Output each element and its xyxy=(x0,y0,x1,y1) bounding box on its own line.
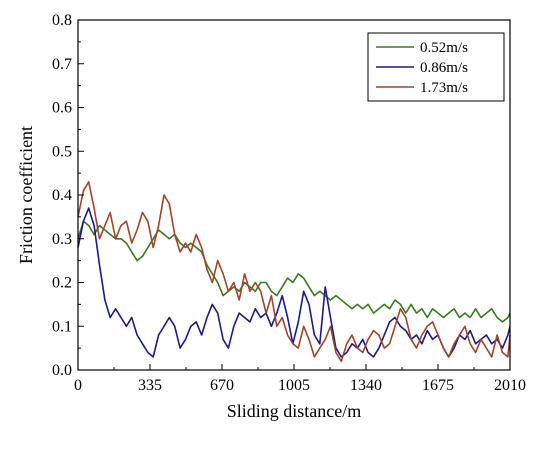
x-tick-label: 335 xyxy=(138,377,162,394)
series-line-2 xyxy=(77,207,511,358)
x-tick-label: 670 xyxy=(210,377,234,394)
series-layer xyxy=(77,181,511,363)
legend: 0.52m/s 0.86m/s 1.73m/s xyxy=(367,32,505,102)
y-tick-label: 0.2 xyxy=(52,275,72,292)
y-tick-label: 0.3 xyxy=(52,231,72,248)
y-tick-label: 0.8 xyxy=(52,12,72,29)
legend-label-1: 0.52m/s xyxy=(420,40,468,56)
y-axis-title: Friction coefficient xyxy=(16,126,36,264)
series-line-1 xyxy=(77,220,511,323)
x-tick-label: 1675 xyxy=(422,377,454,394)
y-tick-label: 0.0 xyxy=(52,362,72,379)
y-tick-label: 0.1 xyxy=(52,318,72,335)
x-axis-title: Sliding distance/m xyxy=(227,401,362,421)
x-axis: 0 335 670 1005 1340 1675 2010 xyxy=(74,364,526,394)
series-line-3 xyxy=(77,181,511,363)
y-tick-label: 0.6 xyxy=(52,100,72,117)
y-tick-label: 0.4 xyxy=(52,187,72,204)
y-tick-label: 0.5 xyxy=(52,143,72,160)
x-tick-label: 2010 xyxy=(494,377,526,394)
x-tick-label: 0 xyxy=(74,377,82,394)
y-axis: 0.0 0.1 0.2 0.3 0.4 0.5 0.6 0.7 0.8 xyxy=(52,12,84,379)
x-tick-label: 1005 xyxy=(278,377,310,394)
legend-label-2: 0.86m/s xyxy=(420,60,468,76)
x-tick-label: 1340 xyxy=(350,377,382,394)
y-tick-label: 0.7 xyxy=(52,56,72,73)
legend-label-3: 1.73m/s xyxy=(420,80,468,96)
